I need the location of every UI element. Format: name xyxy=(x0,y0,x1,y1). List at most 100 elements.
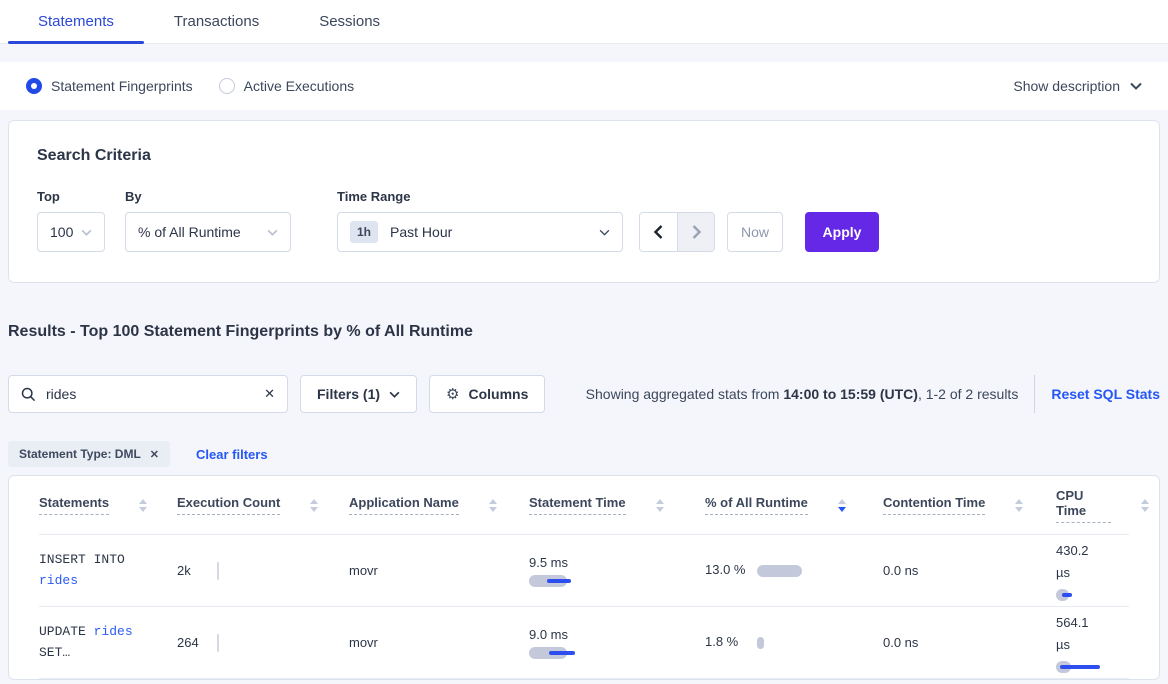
remove-filter-icon[interactable]: ✕ xyxy=(149,448,160,461)
tab-transactions[interactable]: Transactions xyxy=(144,0,289,43)
statement-search-box: ✕ xyxy=(8,375,288,413)
radio-active-executions-label: Active Executions xyxy=(243,78,355,94)
cpu-time-cell: 564.1 µs xyxy=(1056,612,1149,674)
by-field: By % of All Runtime xyxy=(105,189,291,252)
time-range-value: Past Hour xyxy=(390,224,453,240)
pct-runtime-cell: 13.0 % xyxy=(705,559,883,581)
application-name-cell: movr xyxy=(349,563,378,578)
column-header-cpu-time[interactable]: CPU Time xyxy=(1056,488,1149,523)
cpu-time-bar xyxy=(1056,589,1072,602)
sort-icon[interactable] xyxy=(139,498,148,512)
by-field-label: By xyxy=(125,189,142,204)
columns-button-label: Columns xyxy=(468,386,529,402)
results-controls-row: ✕ Filters (1) ⚙ Columns Showing aggregat… xyxy=(8,375,1160,413)
statement-time-cell: 9.0 ms xyxy=(529,627,705,659)
radio-unselected-icon xyxy=(218,78,235,94)
time-range-field-label: Time Range xyxy=(337,189,411,204)
tab-statements-label: Statements xyxy=(38,13,114,30)
execution-count-bar xyxy=(216,633,219,652)
pct-runtime-bar xyxy=(757,636,764,649)
statement-fingerprint-cell[interactable]: INSERT INTO rides xyxy=(39,552,125,588)
filter-chip-statement-type[interactable]: Statement Type: DML ✕ xyxy=(8,441,171,467)
column-header-statements[interactable]: Statements xyxy=(39,495,177,515)
filter-chip-label: Statement Type: DML xyxy=(19,447,141,461)
table-row: INSERT INTO rides 2k movr 9.5 ms 13.0 % … xyxy=(9,535,1159,606)
next-time-button[interactable] xyxy=(677,213,714,251)
filters-button-label: Filters (1) xyxy=(317,386,381,402)
sort-icon[interactable] xyxy=(655,498,664,512)
now-button[interactable]: Now xyxy=(727,212,783,252)
show-description-label: Show description xyxy=(1013,78,1120,94)
active-filters-row: Statement Type: DML ✕ Clear filters xyxy=(8,441,1160,467)
top-field: Top 100 xyxy=(37,189,105,252)
gear-icon: ⚙ xyxy=(446,386,460,403)
statement-time-bar xyxy=(529,646,575,659)
execution-count-cell: 264 xyxy=(177,633,349,652)
chevron-down-icon xyxy=(389,391,400,398)
column-header-pct-of-all-runtime[interactable]: % of All Runtime xyxy=(705,495,883,515)
time-pagination-group xyxy=(639,212,715,252)
search-icon xyxy=(21,387,36,401)
stats-time-range: 14:00 to 15:59 (UTC) xyxy=(783,386,918,402)
cpu-time-bar xyxy=(1056,661,1100,674)
application-name-cell: movr xyxy=(349,635,378,650)
column-header-application-name[interactable]: Application Name xyxy=(349,495,529,515)
row-divider xyxy=(39,606,1129,607)
statement-time-cell: 9.5 ms xyxy=(529,555,705,587)
apply-button[interactable]: Apply xyxy=(805,212,879,252)
time-range-select[interactable]: 1h Past Hour xyxy=(337,212,623,252)
reset-sql-stats-link[interactable]: Reset SQL Stats xyxy=(1051,386,1160,402)
sort-icon[interactable] xyxy=(310,498,319,512)
tab-statements[interactable]: Statements xyxy=(8,0,144,44)
sort-icon[interactable] xyxy=(488,498,497,512)
top-select-value: 100 xyxy=(50,224,74,240)
clear-search-icon[interactable]: ✕ xyxy=(264,386,275,401)
clear-filters-link[interactable]: Clear filters xyxy=(196,446,268,462)
statement-link[interactable]: rides xyxy=(39,572,79,588)
search-criteria-card: Search Criteria Top 100 By % of All Runt… xyxy=(8,120,1160,283)
statement-link[interactable]: rides xyxy=(93,624,133,640)
column-header-statement-time[interactable]: Statement Time xyxy=(529,495,705,515)
tab-sessions[interactable]: Sessions xyxy=(289,0,410,43)
sort-icon[interactable] xyxy=(1141,498,1149,512)
by-select-value: % of All Runtime xyxy=(138,224,241,240)
radio-active-executions[interactable]: Active Executions xyxy=(218,78,355,94)
execution-count-bar xyxy=(216,561,219,580)
filters-button[interactable]: Filters (1) xyxy=(300,375,418,413)
tab-transactions-label: Transactions xyxy=(173,13,260,30)
sort-icon[interactable] xyxy=(1015,498,1024,512)
chevron-down-icon xyxy=(81,229,92,236)
by-select[interactable]: % of All Runtime xyxy=(125,212,291,252)
statement-fingerprint-cell[interactable]: UPDATE rides SET… xyxy=(39,624,133,660)
table-header-row: Statements Execution Count Application N… xyxy=(9,476,1159,534)
stats-summary-text: Showing aggregated stats from 14:00 to 1… xyxy=(585,386,1019,402)
column-header-execution-count[interactable]: Execution Count xyxy=(177,495,349,515)
chevron-down-icon xyxy=(599,229,610,236)
chevron-right-icon xyxy=(692,225,701,239)
time-range-field: Time Range 1h Past Hour xyxy=(291,189,623,252)
top-field-label: Top xyxy=(37,189,60,204)
view-toggle-bar: Statement Fingerprints Active Executions… xyxy=(0,62,1168,110)
radio-statement-fingerprints[interactable]: Statement Fingerprints xyxy=(26,78,193,94)
statement-time-bar xyxy=(529,574,571,587)
column-header-contention-time[interactable]: Contention Time xyxy=(883,495,1056,515)
time-range-badge: 1h xyxy=(350,221,379,243)
search-input[interactable] xyxy=(46,386,265,402)
previous-time-button[interactable] xyxy=(640,213,677,251)
execution-count-cell: 2k xyxy=(177,561,349,580)
sort-icon-active-desc[interactable] xyxy=(837,498,846,512)
statements-table: Statements Execution Count Application N… xyxy=(8,475,1160,680)
columns-button[interactable]: ⚙ Columns xyxy=(429,375,546,413)
contention-time-cell: 0.0 ns xyxy=(883,563,919,578)
vertical-divider xyxy=(1034,375,1036,413)
show-description-toggle[interactable]: Show description xyxy=(1013,78,1142,94)
radio-statement-fingerprints-label: Statement Fingerprints xyxy=(51,78,193,94)
table-row: UPDATE rides SET… 264 movr 9.0 ms 1.8 % … xyxy=(9,607,1159,678)
row-divider xyxy=(39,534,1129,535)
search-criteria-title: Search Criteria xyxy=(37,147,151,164)
pct-runtime-bar xyxy=(757,564,802,577)
row-divider xyxy=(39,678,1129,679)
top-tab-bar: Statements Transactions Sessions xyxy=(0,0,1168,44)
top-select[interactable]: 100 xyxy=(37,212,105,252)
chevron-left-icon xyxy=(654,225,663,239)
